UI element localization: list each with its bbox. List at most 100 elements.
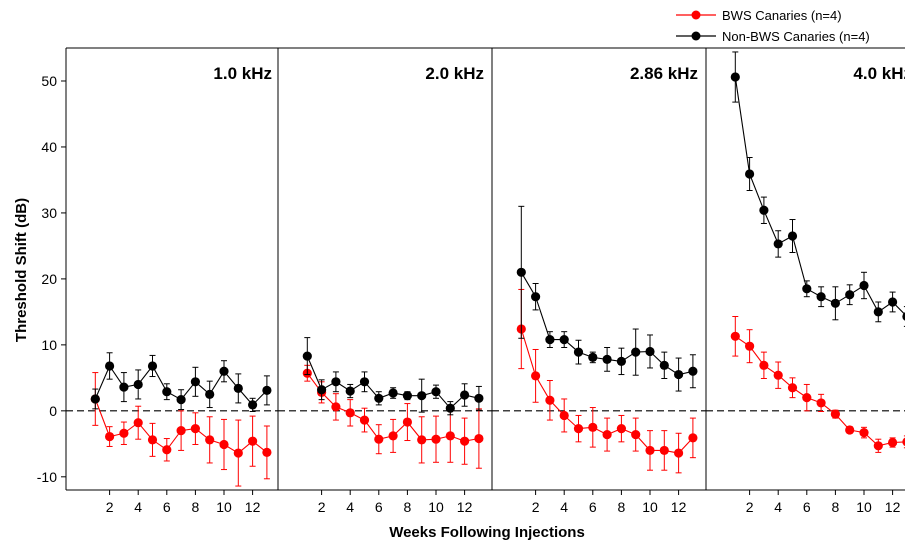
data-point <box>190 424 200 434</box>
data-point <box>674 369 684 380</box>
y-axis-title: Threshold Shift (dB) <box>13 198 30 342</box>
data-point <box>374 434 384 444</box>
x-tick-label: 6 <box>375 499 383 515</box>
y-tick-label: 20 <box>41 271 57 287</box>
data-point <box>219 439 229 450</box>
data-point <box>787 231 798 241</box>
data-point <box>902 437 905 447</box>
data-point <box>205 389 215 399</box>
data-point <box>559 410 569 421</box>
x-tick-label: 8 <box>404 499 412 515</box>
data-point <box>602 354 612 364</box>
data-point <box>262 447 272 457</box>
data-point <box>248 400 258 410</box>
series-non-bws <box>730 51 905 327</box>
data-point <box>431 387 441 397</box>
data-point <box>745 341 755 351</box>
x-tick-label: 2 <box>318 499 326 515</box>
x-tick-label: 4 <box>560 499 568 515</box>
data-point <box>317 385 327 395</box>
legend-label-nonbws: Non-BWS Canaries (n=4) <box>722 29 870 44</box>
panel-title: 4.0 kHz <box>853 64 905 83</box>
data-point <box>474 433 484 444</box>
data-point <box>345 386 355 396</box>
x-tick-label: 12 <box>885 499 901 515</box>
data-point <box>345 408 355 418</box>
data-point <box>730 72 740 82</box>
data-point <box>162 387 172 397</box>
series-bws <box>302 364 484 469</box>
y-tick-label: 40 <box>41 139 57 155</box>
data-point <box>262 385 272 395</box>
data-point <box>402 391 412 401</box>
data-point <box>845 290 855 300</box>
data-point <box>176 395 186 405</box>
data-point <box>190 377 200 387</box>
legend-marker-bws <box>691 10 701 20</box>
data-point <box>531 292 541 302</box>
data-point <box>759 360 769 370</box>
data-point <box>787 383 798 393</box>
y-tick-label: 30 <box>41 205 57 221</box>
data-point <box>531 371 541 381</box>
data-point <box>219 366 229 376</box>
x-tick-label: 8 <box>618 499 626 515</box>
data-point <box>331 377 341 387</box>
data-point <box>659 445 669 456</box>
data-point <box>248 436 258 446</box>
y-tick-label: 0 <box>49 403 57 419</box>
x-tick-label: 2 <box>746 499 754 515</box>
series-line <box>734 76 905 316</box>
data-point <box>816 398 826 408</box>
x-tick-label: 12 <box>671 499 687 515</box>
data-point <box>873 441 883 451</box>
data-point <box>417 435 427 445</box>
x-tick-label: 2 <box>532 499 540 515</box>
data-point <box>105 361 115 371</box>
data-point <box>133 418 143 428</box>
data-point <box>359 377 370 387</box>
data-point <box>816 292 826 302</box>
data-point <box>388 388 398 398</box>
data-layer <box>90 51 905 487</box>
y-tick-label: -10 <box>37 469 57 485</box>
data-point <box>631 347 641 357</box>
data-point <box>359 415 370 425</box>
data-point <box>888 297 898 307</box>
data-point <box>845 425 855 435</box>
data-point <box>205 435 215 445</box>
x-tick-label: 4 <box>134 499 142 515</box>
data-point <box>616 356 627 366</box>
data-point <box>645 346 655 357</box>
data-point <box>631 429 641 440</box>
x-tick-label: 10 <box>216 499 232 515</box>
panel-frames <box>61 47 905 495</box>
data-point <box>176 426 186 436</box>
x-tick-label: 4 <box>774 499 782 515</box>
data-point <box>616 424 627 434</box>
data-point <box>445 403 455 413</box>
data-point <box>388 431 398 441</box>
legend-label-bws: BWS Canaries (n=4) <box>722 8 842 23</box>
series-bws <box>516 288 698 474</box>
series-non-bws <box>516 205 698 392</box>
data-point <box>133 379 143 390</box>
data-point <box>374 393 384 403</box>
data-point <box>119 428 129 438</box>
data-point <box>888 437 898 448</box>
data-point <box>830 298 841 308</box>
data-point <box>830 409 841 419</box>
x-tick-label: 8 <box>192 499 200 515</box>
data-point <box>802 393 812 403</box>
data-point <box>902 312 905 321</box>
panel-title: 1.0 kHz <box>213 64 272 83</box>
data-point <box>773 370 783 380</box>
data-point <box>302 351 312 361</box>
data-point <box>759 205 769 215</box>
data-point <box>745 169 755 179</box>
x-tick-label: 10 <box>856 499 872 515</box>
x-axis-title: Weeks Following Injections <box>389 524 585 541</box>
data-point <box>474 393 484 403</box>
x-tick-label: 10 <box>428 499 444 515</box>
x-tick-label: 6 <box>589 499 597 515</box>
